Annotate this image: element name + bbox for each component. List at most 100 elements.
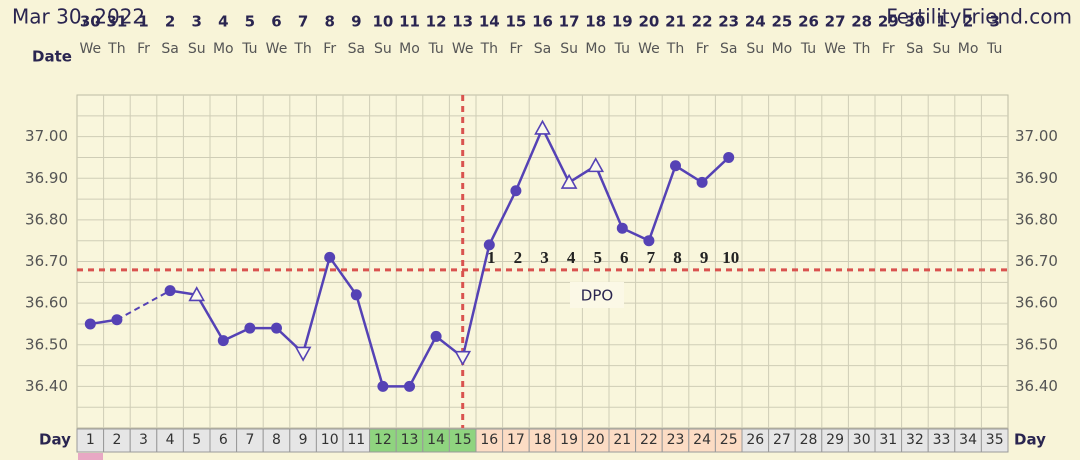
x-tick-label: 1 <box>86 432 95 448</box>
y2-tick-label: 36.60 <box>1015 294 1058 312</box>
y2-tick-label: 37.00 <box>1015 127 1058 145</box>
date-label: 1 <box>138 13 148 31</box>
x-tick-label: 25 <box>720 432 738 448</box>
x-tick-label: 2 <box>112 432 121 448</box>
x-tick-label: 27 <box>773 432 791 448</box>
date-label: 30 <box>80 13 101 31</box>
x-tick-label: 24 <box>693 432 711 448</box>
weekday-label: Mo <box>213 41 234 57</box>
temperature-point <box>350 289 362 301</box>
date-label: 21 <box>665 13 686 31</box>
date-label: 11 <box>399 13 420 31</box>
x-tick-label: 19 <box>560 432 578 448</box>
weekday-label: Fr <box>323 41 336 57</box>
weekday-label: Mo <box>958 41 979 57</box>
weekday-label: Su <box>374 41 392 57</box>
day-axis-label-right: Day <box>1014 431 1046 449</box>
weekday-label: Tu <box>614 41 630 57</box>
weekday-label: Tu <box>427 41 443 57</box>
y2-tick-label: 36.50 <box>1015 335 1058 353</box>
weekday-label: Tu <box>241 41 257 57</box>
date-axis-label: Date <box>32 48 72 66</box>
date-label: 20 <box>638 13 659 31</box>
date-label: 16 <box>532 13 553 31</box>
weekday-label: We <box>79 41 101 57</box>
y2-tick-label: 36.40 <box>1015 377 1058 395</box>
x-tick-label: 21 <box>613 432 631 448</box>
date-label: 19 <box>612 13 633 31</box>
temperature-point <box>616 222 628 234</box>
weekday-label: Sa <box>348 41 365 57</box>
x-tick-label: 13 <box>401 432 419 448</box>
x-tick-label: 7 <box>245 432 254 448</box>
dpo-number: 5 <box>593 248 602 267</box>
y-tick-label: 36.90 <box>25 169 68 187</box>
date-label: 12 <box>426 13 447 31</box>
weekday-label: Th <box>293 41 311 57</box>
weekday-label: Sa <box>906 41 923 57</box>
x-tick-label: 35 <box>986 432 1004 448</box>
temperature-point <box>404 380 415 392</box>
date-label: 28 <box>851 13 872 31</box>
weekday-label: Sa <box>720 41 737 57</box>
x-tick-label: 23 <box>667 432 685 448</box>
weekday-label: Tu <box>986 41 1002 57</box>
weekday-label: We <box>824 41 846 57</box>
dpo-number: 6 <box>620 248 629 267</box>
date-label: 10 <box>372 13 393 31</box>
grid <box>77 95 1008 428</box>
site-name: FertilityFriend.com <box>886 5 1072 29</box>
day-axis-label: Day <box>39 431 71 449</box>
y2-tick-label: 36.90 <box>1015 169 1058 187</box>
dpo-number: 7 <box>647 248 656 267</box>
temperature-point-triangle <box>587 157 605 173</box>
temperature-point-triangle <box>294 346 312 362</box>
y-tick-label: 36.80 <box>25 210 68 228</box>
y-tick-label: 37.00 <box>25 127 68 145</box>
x-tick-label: 3 <box>139 432 148 448</box>
y-tick-label: 36.40 <box>25 377 68 395</box>
day-cell <box>980 428 1009 453</box>
date-label: 17 <box>559 13 580 31</box>
temperature-point-triangle <box>534 119 551 135</box>
temperature-point <box>643 235 655 247</box>
weekday-label: Fr <box>137 41 150 57</box>
extra-row-cell <box>78 453 103 460</box>
temperature-point <box>164 285 176 297</box>
x-tick-label: 31 <box>879 432 897 448</box>
weekday-label: Fr <box>510 41 523 57</box>
temperature-point <box>377 380 389 392</box>
temperature-point-triangle <box>454 350 472 366</box>
date-label: 3 <box>191 13 201 31</box>
date-label: 15 <box>505 13 526 31</box>
temperature-point <box>483 239 495 251</box>
dpo-number: 1 <box>487 248 496 267</box>
weekday-label: Th <box>852 41 870 57</box>
weekday-label: Sa <box>161 41 178 57</box>
date-label: 18 <box>585 13 606 31</box>
y-tick-label: 36.50 <box>25 335 68 353</box>
weekday-label: Mo <box>399 41 420 57</box>
weekday-label: Th <box>666 41 684 57</box>
date-label: 27 <box>825 13 846 31</box>
x-tick-label: 34 <box>959 432 977 448</box>
temperature-point <box>271 322 282 334</box>
gap-bridge <box>116 289 171 321</box>
weekday-label: Su <box>560 41 578 57</box>
temperature-point <box>217 335 229 347</box>
chart-date: Mar 30, 2022 <box>12 5 145 29</box>
date-label: 6 <box>271 13 281 31</box>
date-label: 1 <box>936 13 946 31</box>
temperature-point <box>670 160 681 172</box>
y2-tick-label: 36.80 <box>1015 210 1058 228</box>
x-tick-label: 5 <box>192 432 201 448</box>
date-label: 24 <box>745 13 766 31</box>
x-tick-label: 29 <box>826 432 844 448</box>
date-label: 29 <box>878 13 899 31</box>
dpo-number: 9 <box>700 248 709 267</box>
x-tick-label: 15 <box>454 432 472 448</box>
weekday-label: We <box>638 41 660 57</box>
date-label: 23 <box>718 13 739 31</box>
x-tick-label: 14 <box>427 432 445 448</box>
temperature-point-triangle <box>560 173 578 189</box>
